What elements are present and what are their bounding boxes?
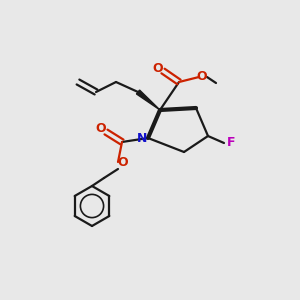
Text: F: F [227, 136, 235, 149]
Text: O: O [118, 157, 128, 169]
Text: O: O [197, 70, 207, 83]
Polygon shape [136, 90, 160, 110]
Text: N: N [137, 131, 147, 145]
Text: O: O [153, 61, 163, 74]
Text: O: O [96, 122, 106, 136]
